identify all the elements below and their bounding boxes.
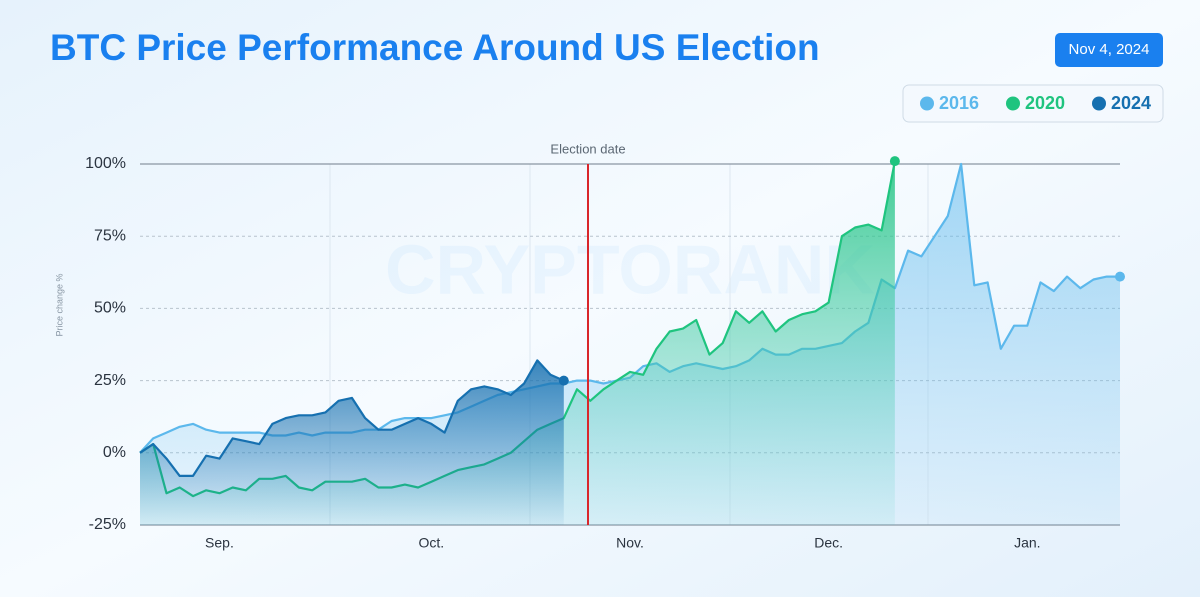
- y-axis-label: Price change %: [54, 273, 64, 336]
- legend-swatch: [1092, 96, 1106, 111]
- date-text: Nov 4, 2024: [1069, 41, 1150, 58]
- end-dot: [558, 375, 569, 386]
- x-tick-label: Jan.: [1014, 535, 1040, 551]
- watermark: CRYPTORANK: [385, 230, 875, 308]
- legend-swatch: [920, 96, 934, 111]
- series-line: [139, 359, 565, 477]
- end-dot: [889, 156, 900, 167]
- y-tick-label: 25%: [94, 372, 126, 389]
- x-tick-label: Nov.: [616, 535, 644, 551]
- y-tick-label: 50%: [94, 300, 126, 317]
- legend-box: [902, 84, 1164, 123]
- legend-swatch: [1006, 96, 1020, 111]
- x-tick-label: Dec.: [814, 535, 843, 551]
- legend-label: 2024: [1111, 93, 1151, 113]
- x-tick-label: Sep.: [205, 535, 234, 551]
- legend-label: 2020: [1025, 93, 1065, 113]
- chart-title: BTC Price Performance Around US Election: [50, 27, 820, 68]
- end-dot: [1115, 271, 1125, 282]
- legend-label: 2016: [939, 93, 979, 113]
- date-badge: [1055, 33, 1163, 67]
- area: [140, 161, 895, 525]
- y-tick-label: 0%: [103, 444, 126, 461]
- x-tick-label: Oct.: [419, 535, 445, 551]
- election-label: Election date: [550, 141, 625, 156]
- y-tick-label: -25%: [89, 516, 126, 533]
- y-tick-label: 100%: [85, 155, 126, 172]
- y-tick-label: 75%: [94, 227, 126, 244]
